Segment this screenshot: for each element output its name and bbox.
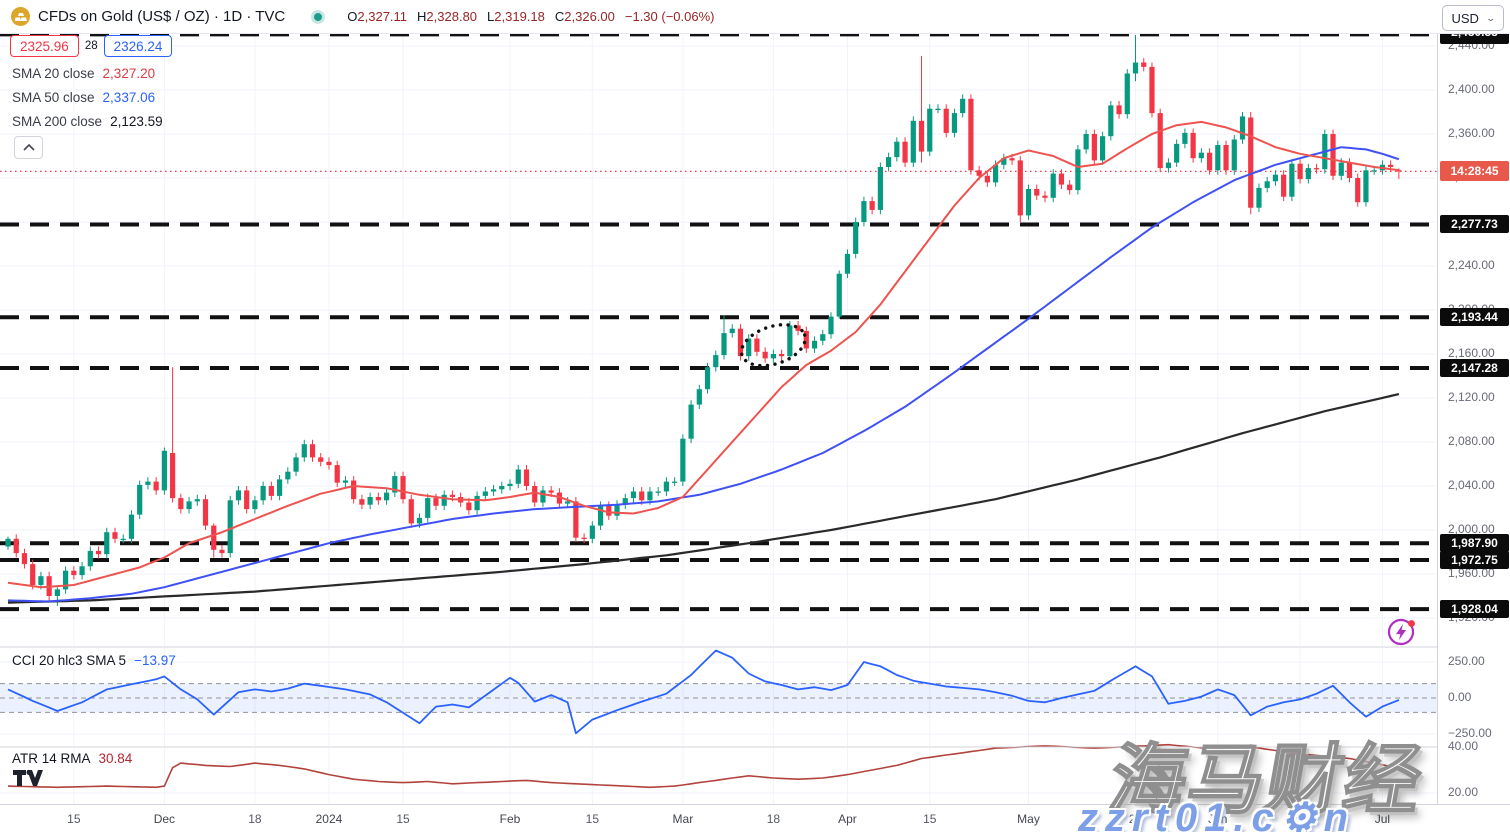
- time-tick: 15: [396, 812, 410, 826]
- time-tick: Dec: [153, 812, 176, 826]
- sr-price-label: 1,928.04: [1440, 600, 1509, 619]
- time-tick: 18: [248, 812, 262, 826]
- currency-label: USD: [1451, 10, 1479, 26]
- time-axis[interactable]: 15 Dec 18 2024 15 Feb 15 Mar 18 Apr 15 May 20 Jun 17 Ju…: [0, 804, 1510, 832]
- grid-layer: [0, 33, 1437, 804]
- price-tick: 1,960.00: [1448, 566, 1495, 580]
- legend-row-sma50[interactable]: SMA 50 close 2,337.06: [12, 90, 155, 105]
- lightning-bolt-icon: [1396, 624, 1406, 640]
- time-tick: 18: [766, 812, 781, 826]
- time-tick: Mar: [672, 812, 694, 826]
- lightning-alert-button[interactable]: [1386, 616, 1418, 648]
- cci-pane: [0, 649, 1437, 735]
- cci-tick: −250.00: [1448, 726, 1492, 740]
- atr-tick: 20.00: [1448, 785, 1479, 799]
- price-tick: 2,360.00: [1448, 126, 1495, 140]
- bar-countdown-label: 14:28:45: [1440, 161, 1509, 181]
- cci-tick: 0.00: [1448, 690, 1472, 704]
- quote-legend: 2325.96 28 2326.24: [10, 35, 173, 57]
- legend-row-sma200[interactable]: SMA 200 close 2,123.59: [12, 114, 163, 129]
- buy-ask-button[interactable]: 2326.24: [103, 35, 173, 57]
- gold-bars-coin-icon: [11, 7, 30, 26]
- price-tick: 2,000.00: [1448, 522, 1495, 536]
- high-value: 2,328.80: [426, 9, 478, 24]
- cci-value: −13.97: [134, 653, 176, 668]
- chevron-up-icon: [22, 144, 35, 151]
- market-open-dot[interactable]: [311, 9, 326, 24]
- legend-row-atr[interactable]: ATR 14 RMA 30.84: [12, 751, 132, 766]
- price-tick: 2,400.00: [1448, 82, 1495, 96]
- open-value: 2,327.11: [357, 9, 408, 24]
- time-tick: Jun: [1208, 812, 1228, 826]
- currency-selector[interactable]: USD ⌄: [1442, 5, 1504, 31]
- atr-value: 30.84: [98, 751, 133, 766]
- time-tick: 20: [1128, 812, 1143, 826]
- notification-dot: [1408, 620, 1415, 627]
- chart-toolbar: CFDs on Gold (US$ / OZ) · 1D · TVC O2,32…: [0, 0, 1510, 34]
- sr-price-label: 2,277.73: [1440, 215, 1509, 234]
- cci-label: CCI 20 hlc3 SMA 5: [12, 653, 127, 668]
- sma200-value: 2,123.59: [110, 114, 163, 129]
- sma20-label: SMA 20 close: [12, 66, 95, 81]
- change-value: −1.30 (−0.06%): [624, 9, 715, 24]
- time-tick: Feb: [499, 812, 521, 826]
- cci-tick: 250.00: [1448, 654, 1485, 668]
- collapse-legend-button[interactable]: [14, 136, 43, 159]
- price-tick: 2,240.00: [1448, 258, 1495, 272]
- legend-row-cci[interactable]: CCI 20 hlc3 SMA 5 −13.97: [12, 653, 176, 668]
- atr-pane: [0, 743, 1437, 794]
- sr-price-label: 1,972.75: [1440, 550, 1509, 569]
- price-axis[interactable]: 14:28:45 2,440.002,400.002,360.002,320.0…: [1437, 0, 1510, 804]
- time-tick: 15: [585, 812, 600, 826]
- main-chart-canvas[interactable]: [0, 0, 1437, 804]
- time-tick: 2024: [315, 812, 343, 826]
- price-tick: 2,080.00: [1448, 434, 1495, 448]
- low-value: 2,319.18: [494, 9, 545, 24]
- sr-price-label: 2,450.58: [1440, 32, 1509, 44]
- atr-tick: 40.00: [1448, 739, 1479, 753]
- sma20-value: 2,327.20: [102, 66, 156, 81]
- sr-price-label: 2,147.28: [1440, 358, 1509, 377]
- sma50-value: 2,337.06: [102, 90, 156, 105]
- sr-price-label: 2,193.44: [1440, 308, 1509, 327]
- sma-lines-layer: [7, 120, 1400, 604]
- candles-layer: [5, 35, 1402, 606]
- symbol-title: CFDs on Gold (US$ / OZ) · 1D · TVC: [38, 8, 286, 25]
- price-tick: 2,040.00: [1448, 478, 1495, 492]
- time-tick: 15: [923, 812, 937, 826]
- time-tick: 17: [1293, 812, 1307, 826]
- ohlc-readout: O2,327.11 H2,328.80 L2,319.18 C2,326.00 …: [347, 9, 715, 24]
- sr-price-label: 1,987.90: [1440, 534, 1509, 553]
- atr-label: ATR 14 RMA: [12, 751, 91, 766]
- time-tick: Jul: [1374, 812, 1391, 826]
- price-tick: 2,120.00: [1448, 390, 1495, 404]
- spread-value: 28: [84, 40, 98, 52]
- support-resistance-lines: [0, 32, 1437, 612]
- symbol-block[interactable]: CFDs on Gold (US$ / OZ) · 1D · TVC: [0, 7, 285, 26]
- sma50-label: SMA 50 close: [12, 90, 95, 105]
- legend-row-sma20[interactable]: SMA 20 close 2,327.20: [12, 66, 155, 81]
- price-tick: 2,160.00: [1448, 346, 1495, 360]
- time-tick: May: [1017, 812, 1040, 826]
- time-tick: Apr: [838, 812, 857, 826]
- ellipse-annotation: [739, 323, 807, 368]
- tradingview-logo[interactable]: [13, 770, 43, 791]
- close-value: 2,326.00: [564, 9, 615, 24]
- time-tick: 15: [67, 812, 81, 826]
- chevron-down-icon: ⌄: [1485, 12, 1497, 23]
- sell-bid-button[interactable]: 2325.96: [10, 35, 79, 57]
- sma200-label: SMA 200 close: [12, 114, 103, 129]
- pane-separators: [0, 646, 1437, 748]
